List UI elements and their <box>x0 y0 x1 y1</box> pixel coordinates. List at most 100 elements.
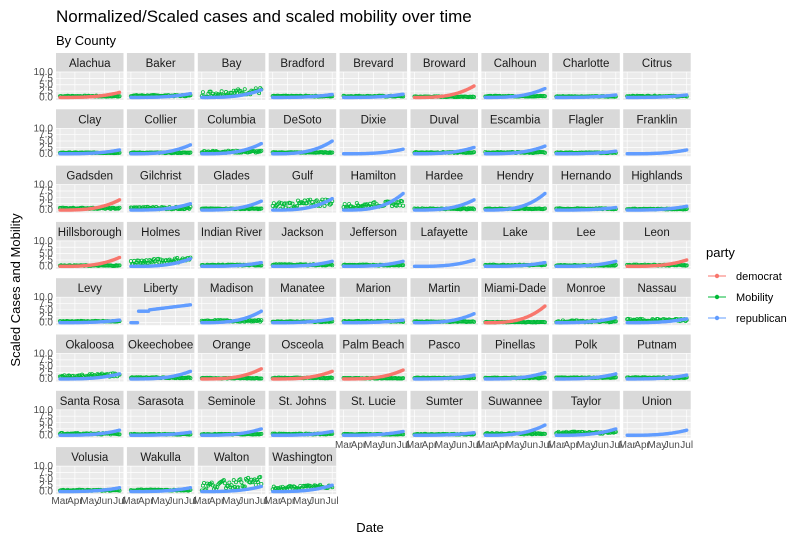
facet-strip <box>197 53 266 72</box>
case-point <box>685 258 689 262</box>
case-point <box>543 86 547 91</box>
chart-title: Normalized/Scaled cases and scaled mobil… <box>56 7 472 26</box>
facet-strip <box>268 53 337 72</box>
facet-label: Leon <box>644 227 670 239</box>
facet-label: Escambia <box>490 114 541 126</box>
case-point <box>117 255 122 260</box>
facet-escambia: Escambia <box>481 109 549 157</box>
facet-label: Bradford <box>280 58 324 70</box>
facet-label: Gadsden <box>66 171 113 183</box>
facet-label: Clay <box>78 114 101 126</box>
case-point <box>401 191 405 196</box>
y-tick-label: 10.0 <box>34 236 54 247</box>
y-tick-label: 10.0 <box>34 123 54 134</box>
case-point <box>117 318 122 322</box>
y-tick-label: 10.0 <box>34 180 54 191</box>
facet-leon: Leon <box>623 221 691 269</box>
facet-label: Columbia <box>207 114 256 126</box>
facet-label: Manatee <box>280 283 325 295</box>
facet-strip <box>481 53 549 72</box>
case-point <box>188 257 193 261</box>
mobility-point <box>471 94 476 99</box>
facet-bay: Bay <box>197 53 266 100</box>
facet-label: Levy <box>78 283 103 295</box>
mobility-point <box>330 150 335 155</box>
y-tick-label: 2.5 <box>39 142 53 153</box>
facet-flagler: Flagler <box>552 109 620 157</box>
mobility-point <box>188 150 193 155</box>
facet-label: DeSoto <box>283 114 321 126</box>
mobility-point <box>471 150 476 155</box>
facet-strip <box>197 109 266 129</box>
facet-label: Charlotte <box>563 58 610 70</box>
facet-glades: Glades <box>197 165 266 213</box>
facet-hardee: Hardee <box>410 165 478 213</box>
y-tick-label: 0.0 <box>39 149 53 160</box>
facet-strip <box>481 109 549 129</box>
facet-label: Brevard <box>353 58 393 70</box>
facet-label: Marion <box>356 283 391 295</box>
facet-liberty: Liberty <box>126 278 195 326</box>
facet-label: Hamilton <box>351 171 396 183</box>
case-point <box>401 259 405 263</box>
facet-label: Hernando <box>561 171 612 183</box>
facet-gulf: Gulf <box>268 165 337 213</box>
facet-label: Hillsborough <box>58 227 122 239</box>
facet-label: Franklin <box>636 114 677 126</box>
facet-marion: Marion <box>339 278 408 326</box>
mobility-point <box>200 90 205 95</box>
facet-dixie: Dixie <box>339 109 408 157</box>
facet-label: Flagler <box>568 114 603 126</box>
case-point <box>401 147 405 151</box>
facet-label: Indian River <box>201 227 263 239</box>
case-point <box>401 92 405 96</box>
facet-label: Duval <box>430 114 459 126</box>
y-tick-label: 7.5 <box>39 73 53 84</box>
case-point <box>259 141 263 146</box>
facet-label: Citrus <box>642 58 672 70</box>
facet-label: Baker <box>146 58 176 70</box>
case-point <box>188 303 193 307</box>
mobility-point <box>117 94 122 99</box>
facet-label: Highlands <box>631 171 682 183</box>
facet-charlotte: Charlotte <box>552 53 620 100</box>
facet-madison: Madison <box>197 278 266 326</box>
mobility-point <box>206 91 211 96</box>
facet-label: Lafayette <box>421 227 468 239</box>
case-point <box>330 196 334 201</box>
case-point <box>685 148 689 152</box>
facet-columbia: Columbia <box>197 109 266 157</box>
facet-brevard: Brevard <box>339 53 408 100</box>
case-point <box>472 145 476 150</box>
case-point <box>259 88 263 92</box>
facet-strip <box>268 109 337 129</box>
facet-desoto: DeSoto <box>268 109 337 157</box>
case-point <box>401 318 405 322</box>
y-tick-label: 7.5 <box>39 130 53 141</box>
facet-collier: Collier <box>126 109 195 157</box>
case-point <box>135 320 140 325</box>
case-point <box>330 92 334 97</box>
case-point <box>614 149 618 153</box>
case-point <box>330 259 334 263</box>
facet-manatee: Manatee <box>268 278 337 326</box>
facet-citrus: Citrus <box>623 53 691 100</box>
facet-strip <box>410 53 478 72</box>
case-point <box>117 90 122 95</box>
facet-highlands: Highlands <box>623 165 691 213</box>
case-point <box>472 84 476 88</box>
y-tick-label: 10.0 <box>34 292 54 303</box>
facet-hamilton: Hamilton <box>339 165 408 213</box>
facet-martin: Martin <box>410 278 478 326</box>
case-point <box>543 260 547 265</box>
case-point <box>259 199 263 203</box>
case-point <box>543 144 547 148</box>
case-point <box>614 93 618 97</box>
facet-label: Gulf <box>292 171 314 183</box>
chart-subtitle: By County <box>56 33 116 48</box>
mobility-point <box>259 148 264 153</box>
